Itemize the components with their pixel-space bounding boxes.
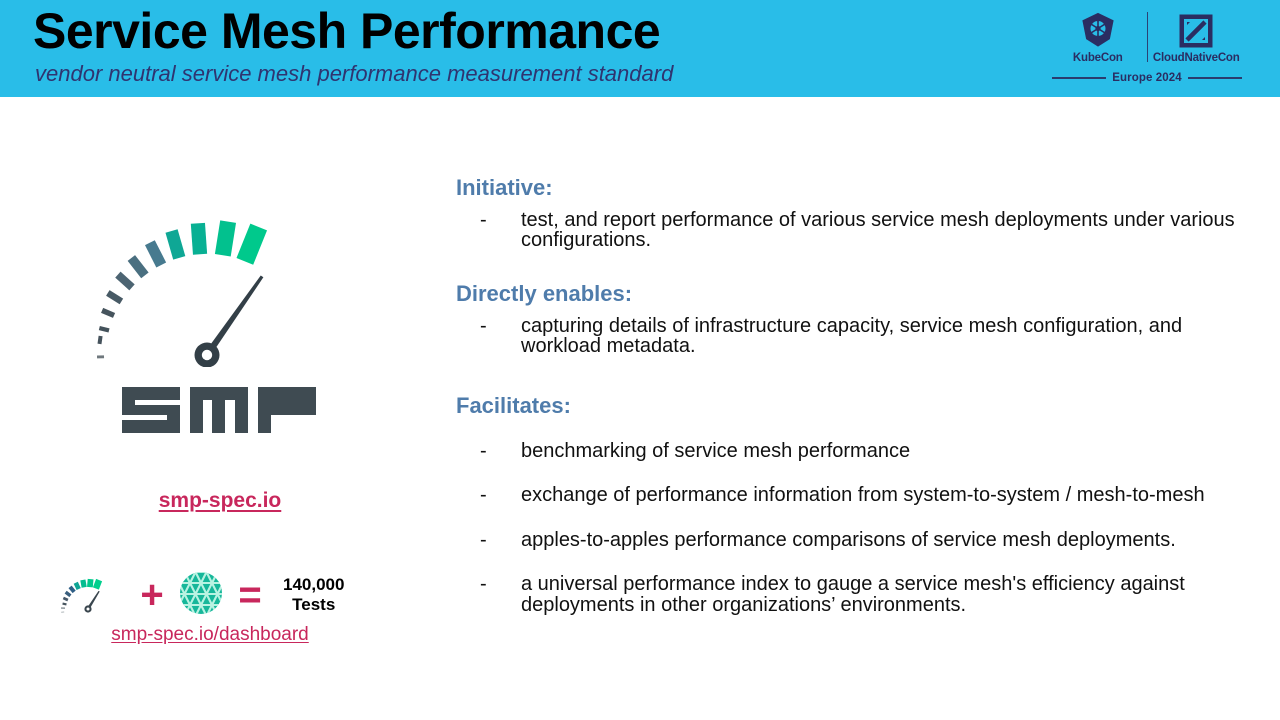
section-heading: Initiative: (456, 175, 553, 200)
small-gauge-icon (55, 569, 125, 622)
cloudnativecon-square-slash-icon (1178, 10, 1214, 52)
rule-right (1187, 77, 1242, 79)
bullet-list: - test, and report performance of variou… (456, 210, 1246, 251)
list-item: - benchmarking of service mesh performan… (456, 440, 1246, 463)
meshery-mesh-circle-icon (179, 571, 223, 620)
conference-edition-row: Europe 2024 (1052, 72, 1242, 84)
cloudnativecon-label: CloudNativeCon (1152, 51, 1240, 64)
page-title: Service Mesh Performance (33, 3, 661, 59)
bullet-text: capturing details of infrastructure capa… (521, 315, 1183, 358)
tests-formula: + (55, 565, 385, 625)
equals-sign: = (238, 573, 262, 617)
conference-logo: KubeCon CloudNativeCon (1052, 4, 1242, 94)
title-banner: Service Mesh Performance vendor neutral … (0, 0, 1280, 97)
rule-left (1052, 77, 1107, 79)
dashboard-link[interactable]: smp-spec.io/dashboard (111, 624, 309, 645)
section-facilitates: Facilitates: - benchmarking of service m… (456, 394, 1246, 615)
kubecon-label: KubeCon (1072, 51, 1123, 64)
bullet-marker: - (480, 440, 487, 463)
list-item: - test, and report performance of variou… (456, 210, 1246, 251)
tests-result: 140,000 Tests (283, 575, 344, 614)
performance-gauge-icon (55, 207, 385, 386)
tests-count: 140,000 (283, 575, 345, 595)
left-column: smp-spec.io (0, 97, 440, 720)
bullet-marker: - (480, 484, 487, 507)
conference-logo-row: KubeCon CloudNativeCon (1052, 4, 1242, 70)
smp-wordmark (0, 379, 440, 441)
bullet-text: a universal performance index to gauge a… (521, 573, 1185, 616)
plus-sign: + (140, 573, 164, 617)
tests-label: Tests (292, 595, 336, 614)
bullet-list: - benchmarking of service mesh performan… (456, 441, 1246, 615)
section-directly-enables: Directly enables: - capturing details of… (456, 282, 1246, 357)
bullet-list: - capturing details of infrastructure ca… (456, 316, 1246, 357)
smp-spec-link[interactable]: smp-spec.io (158, 489, 282, 512)
bullet-text: test, and report performance of various … (521, 209, 1235, 252)
section-initiative: Initiative: - test, and report performan… (456, 176, 1246, 251)
section-heading: Directly enables: (456, 281, 633, 306)
logo-divider (1146, 12, 1148, 62)
bullet-text: exchange of performance information from… (521, 484, 1205, 507)
list-item: - a universal performance index to gauge… (456, 574, 1246, 615)
bullet-marker: - (480, 573, 487, 596)
page-subtitle: vendor neutral service mesh performance … (35, 61, 674, 86)
list-item: - apples-to-apples performance compariso… (456, 528, 1246, 551)
list-item: - exchange of performance information fr… (456, 484, 1246, 507)
kubernetes-helm-wheel-icon (1078, 10, 1118, 52)
bullet-text: benchmarking of service mesh performance (521, 440, 911, 463)
bullet-marker: - (480, 315, 487, 338)
cloudnativecon-block: CloudNativeCon (1151, 10, 1243, 65)
kubecon-block: KubeCon (1052, 10, 1144, 65)
section-heading: Facilitates: (456, 393, 571, 418)
bullet-marker: - (480, 528, 487, 551)
list-item: - capturing details of infrastructure ca… (456, 316, 1246, 357)
bullet-marker: - (480, 209, 487, 232)
bullet-text: apples-to-apples performance comparisons… (521, 528, 1176, 551)
conference-edition: Europe 2024 (1112, 72, 1182, 84)
